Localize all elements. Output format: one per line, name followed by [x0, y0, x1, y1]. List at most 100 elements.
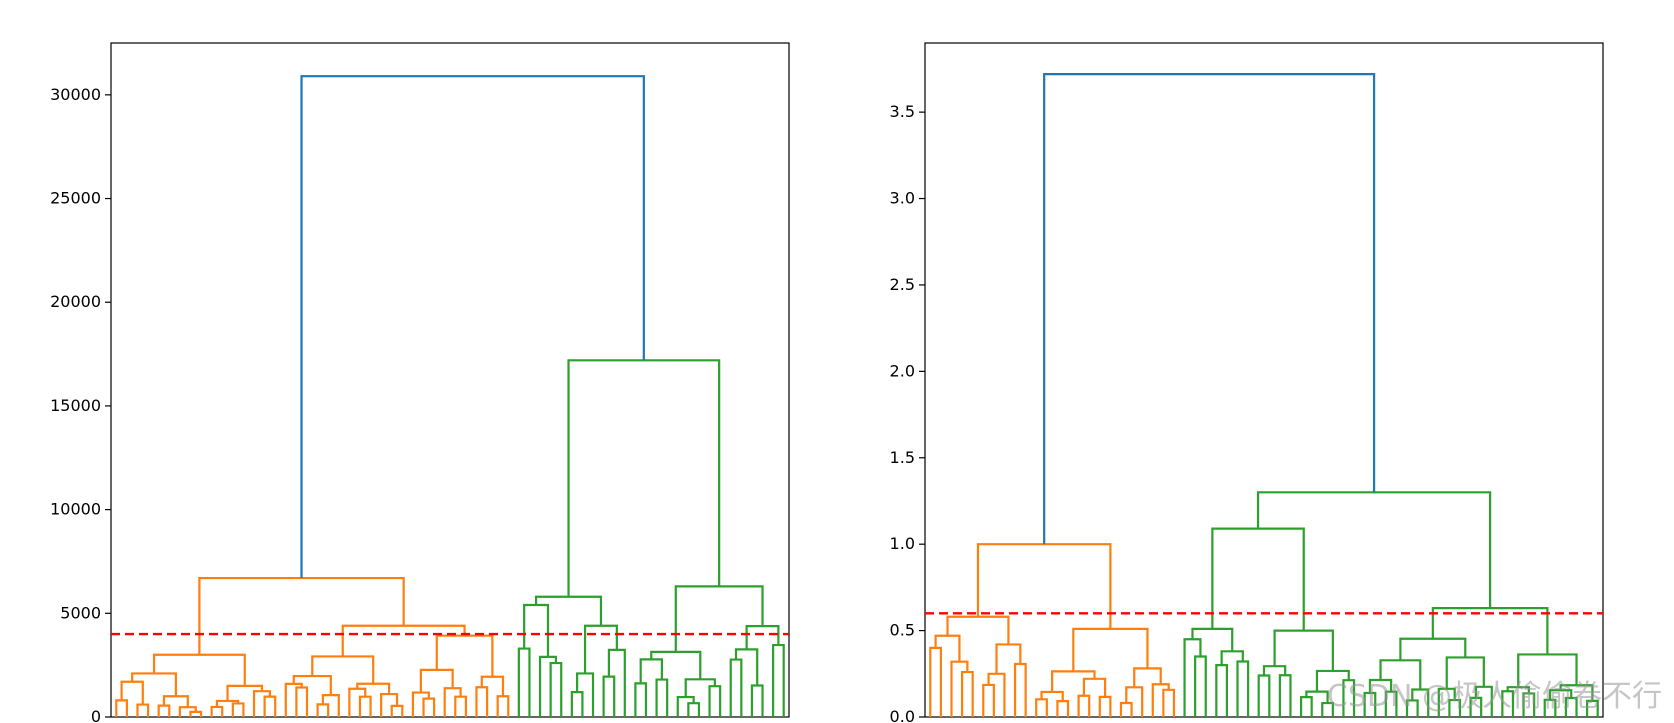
cluster-2-link: [538, 655, 558, 717]
cluster-2-link: [772, 643, 785, 717]
cluster-2-link: [1256, 491, 1492, 609]
cluster-2-link: [1236, 660, 1250, 717]
cluster-1-link: [976, 543, 1112, 629]
cluster-2-link: [570, 690, 584, 717]
cluster-1-link: [1162, 688, 1176, 717]
cluster-1-link: [982, 683, 995, 717]
cluster-1-link: [987, 672, 1006, 717]
y-tick-label: 3.0: [890, 189, 915, 208]
cluster-2-link: [567, 359, 721, 597]
cluster-2-link: [750, 684, 764, 717]
y-tick-label: 2.5: [890, 275, 915, 294]
cluster-2-link: [1315, 669, 1350, 692]
y-tick-label: 0: [91, 707, 101, 723]
cluster-1-link: [358, 695, 372, 717]
watermark: CSDN @极人偷偷卷不行: [1326, 679, 1662, 714]
cluster-1-link: [1133, 667, 1162, 688]
cluster-1-link: [1056, 700, 1070, 717]
cluster-1-link: [454, 695, 467, 717]
cluster-2-link: [655, 678, 669, 717]
cluster-1-link: [1151, 683, 1170, 717]
cluster-1-link: [178, 706, 197, 717]
cluster-1-link: [995, 643, 1022, 674]
cluster-2-link: [684, 678, 716, 698]
cluster-2-link: [1305, 690, 1329, 704]
cluster-1-link: [422, 697, 436, 717]
cluster-1-link: [1072, 627, 1149, 672]
y-tick-label: 5000: [60, 603, 101, 622]
dendrogram-right: 0.0 0.5 1.0 1.5 2.0 2.5 3.0 3.5: [890, 42, 1604, 723]
cluster-1-link: [946, 615, 1010, 645]
y-tick-label: 3.5: [890, 102, 915, 121]
y-tick-label: 1.0: [890, 534, 915, 553]
cluster-1-link: [321, 694, 340, 717]
cluster-2-link: [1448, 698, 1462, 717]
root-link: [1043, 73, 1376, 545]
cluster-2-link: [523, 603, 550, 657]
cluster-1-link: [131, 672, 177, 697]
cluster-2-link: [1501, 690, 1515, 717]
cluster-1-link: [136, 703, 150, 717]
cluster-1-link: [380, 692, 399, 717]
cluster-2-link: [517, 647, 531, 717]
cluster-2-link: [734, 648, 759, 686]
cluster-1-link: [1098, 695, 1112, 717]
cluster-1-link: [443, 687, 462, 717]
cluster-2-link: [1273, 629, 1334, 671]
cluster-2-link: [1220, 650, 1244, 666]
cluster-1-link: [316, 703, 330, 717]
root-link: [300, 75, 645, 579]
cluster-1-link: [356, 682, 391, 695]
cluster-2-link: [1215, 664, 1229, 717]
cluster-1-link: [311, 655, 375, 684]
cluster-2-link: [1363, 691, 1377, 717]
cluster-1-link: [480, 675, 505, 697]
cluster-1-link: [295, 686, 309, 717]
cluster-2-link: [729, 658, 743, 717]
cluster-1-link: [1125, 686, 1144, 717]
cluster-1-link: [120, 680, 144, 705]
cluster-1-link: [1082, 677, 1107, 697]
cluster-1-link: [1035, 698, 1048, 717]
cluster-1-link: [115, 699, 128, 717]
cluster-1-link: [198, 576, 405, 655]
cluster-1-link: [348, 687, 367, 717]
cluster-1-link: [152, 653, 246, 686]
y-tick-label: 15000: [50, 396, 101, 415]
cluster-1-link: [341, 624, 466, 657]
cluster-1-link: [929, 646, 942, 717]
cluster-2-link: [1431, 607, 1549, 655]
cluster-2-link: [708, 685, 722, 717]
cluster-1-link: [252, 690, 272, 717]
cluster-2-link: [1548, 689, 1573, 700]
cluster-1-link: [226, 684, 264, 701]
cluster-1-link: [284, 682, 303, 717]
cluster-2-link: [1257, 674, 1271, 717]
cluster-2-link: [676, 695, 695, 717]
dendrogram-left: 0 5000 10000 15000 20000 25000 30000: [50, 42, 790, 723]
cluster-1-link: [419, 668, 454, 693]
cluster-1-link: [162, 695, 189, 708]
cluster-1-link: [435, 634, 494, 677]
cluster-2-link: [602, 675, 616, 717]
cluster-1-link: [390, 704, 404, 717]
cluster-2-link: [1321, 701, 1334, 717]
cluster-1-link: [934, 634, 961, 662]
cluster-2-link: [1469, 696, 1483, 717]
cluster-1-link: [496, 695, 510, 717]
cluster-2-link: [1506, 686, 1530, 694]
cluster-1-link: [1119, 701, 1133, 717]
y-tick-label: 1.5: [890, 448, 915, 467]
cluster-2-link: [576, 672, 595, 717]
cluster-1-link: [215, 699, 240, 707]
cluster-2-link: [534, 595, 603, 626]
cluster-1-link: [950, 660, 969, 717]
cluster-2-link: [1384, 690, 1398, 717]
y-tick-label: 0.5: [890, 621, 915, 640]
y-tick-label: 30000: [50, 85, 101, 104]
cluster-2-link: [1379, 659, 1422, 690]
y-tick-label: 0.0: [890, 707, 915, 723]
cluster-1-link: [292, 674, 332, 696]
cluster-2-link: [1405, 699, 1419, 717]
